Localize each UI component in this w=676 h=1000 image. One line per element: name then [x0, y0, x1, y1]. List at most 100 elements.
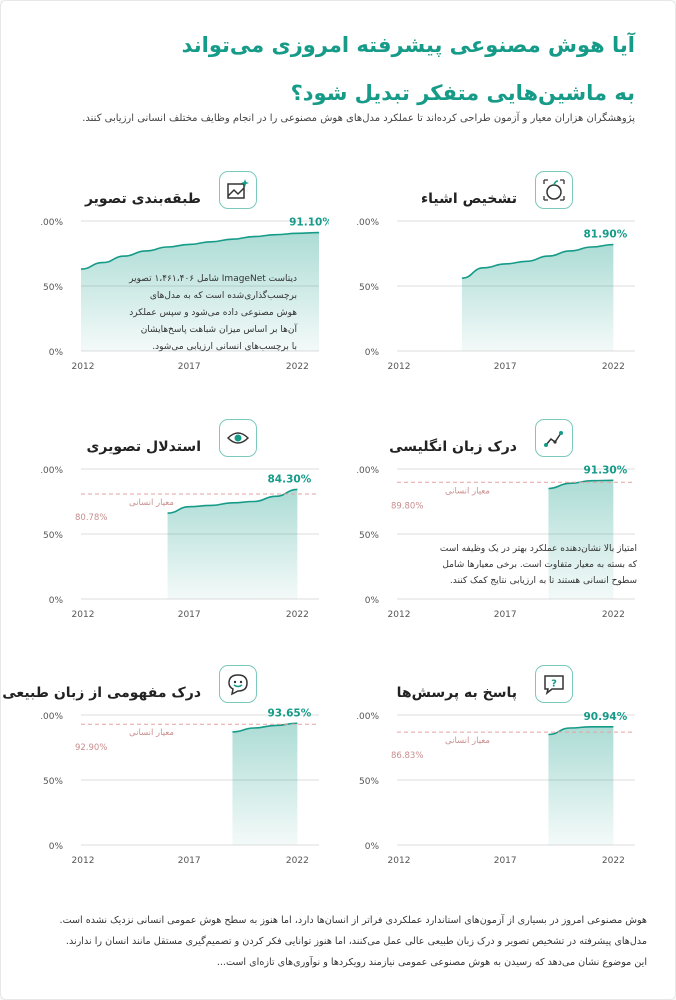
- series-area: [548, 480, 614, 599]
- series-area: [81, 232, 319, 351]
- chart-visual-reasoning: استدلال تصویری 100% 50% 0% 2012 2017 2022 معیا…: [41, 419, 329, 647]
- chart-plot: 100% 50% 0% 2012 2017 2022 معیار انسانی 89.80% 9…: [357, 464, 635, 620]
- note-line: امتیاز بالا نشان‌دهنده عملکرد بهتر در یک…: [439, 544, 637, 554]
- series-area: [548, 726, 614, 845]
- chart-title: طبقه‌بندی تصویر: [84, 191, 201, 207]
- title-line-1: آیا هوش مصنوعی پیشرفته امروزی می‌تواند: [181, 33, 635, 57]
- intro-text: پژوهشگران هزاران معیار و آزمون طراحی کرد…: [82, 113, 635, 124]
- x-tick-label: 2012: [72, 362, 95, 372]
- y-tick-label: 50%: [43, 777, 63, 787]
- y-tick-label: 50%: [43, 283, 63, 293]
- eye-icon: [219, 419, 257, 457]
- human-benchmark-label: معیار انسانی: [445, 486, 490, 496]
- y-tick-label: 100%: [41, 218, 63, 228]
- x-tick-label: 2017: [494, 610, 517, 620]
- apple-icon: [535, 171, 573, 209]
- x-tick-label: 2022: [286, 856, 309, 866]
- chart-plot: 100% 50% 0% 2012 2017 2022 81.90%: [357, 218, 635, 372]
- human-benchmark-value: 80.78%: [75, 513, 107, 523]
- series-area: [232, 723, 298, 845]
- human-benchmark-value: 89.80%: [391, 501, 423, 511]
- final-value-label: 84.30%: [267, 473, 311, 485]
- y-tick-label: 50%: [43, 531, 63, 541]
- note-line: هوش مصنوعی داده می‌شود و سپس عملکرد: [129, 308, 297, 318]
- x-tick-label: 2012: [72, 856, 95, 866]
- chart-english-understanding: درک زبان انگلیسی 100% 50% 0% 2012 2017 2022 مع…: [357, 419, 645, 647]
- y-tick-label: 100%: [357, 712, 379, 722]
- x-tick-label: 2017: [494, 856, 517, 866]
- human-benchmark-label: معیار انسانی: [129, 498, 174, 508]
- final-value-label: 90.94%: [583, 711, 627, 723]
- footer-text: هوش مصنوعی امروز در بسیاری از آزمون‌های …: [27, 910, 647, 973]
- x-tick-label: 2012: [72, 610, 95, 620]
- chart-title: درک مفهومی از زبان طبیعی: [2, 685, 201, 701]
- chart-title: پاسخ به پرسش‌ها: [396, 685, 517, 701]
- imagenet-note: دیتاست ImageNet شامل ۱،۴۶۱،۴۰۶ تصویر برچ…: [111, 271, 297, 356]
- title-line-2: به ماشین‌هایی متفکر تبدیل شود؟: [290, 81, 635, 105]
- x-tick-label: 2017: [178, 856, 201, 866]
- chart-nlu: درک مفهومی از زبان طبیعی 100% 50% 0% 2012 20…: [2, 665, 329, 893]
- note-line: که بسته به معیار متفاوت است. برخی معیاره…: [442, 560, 637, 570]
- question-bubble-icon: ?: [535, 665, 573, 703]
- page-title: آیا هوش مصنوعی پیشرفته امروزی می‌تواند ب…: [75, 21, 635, 117]
- chart-plot: 100% 50% 0% 2012 2017 2022 معیار انسانی 80.78% 8…: [41, 466, 319, 620]
- series-line: [167, 488, 298, 514]
- human-benchmark-value: 86.83%: [391, 751, 423, 761]
- x-tick-label: 2012: [388, 362, 411, 372]
- chat-smile-icon: [219, 665, 257, 703]
- y-tick-label: 100%: [357, 466, 379, 476]
- x-tick-label: 2012: [388, 856, 411, 866]
- chart-plot: 100% 50% 0% 2012 2017 2022 معیار انسانی 86.83% 9…: [357, 711, 635, 866]
- series-area: [461, 244, 614, 351]
- note-line: با برچسب‌های انسانی ارزیابی می‌شود.: [152, 342, 297, 352]
- human-benchmark-value: 92.90%: [75, 743, 107, 753]
- score-note: امتیاز بالا نشان‌دهنده عملکرد بهتر در یک…: [373, 541, 637, 589]
- y-tick-label: 50%: [359, 283, 379, 293]
- chart-title: استدلال تصویری: [86, 439, 201, 455]
- y-tick-label: 0%: [365, 596, 380, 606]
- x-tick-label: 2022: [602, 362, 625, 372]
- note-line: سطوح انسانی هستند تا به ارزیابی نتایج کم…: [449, 576, 637, 586]
- x-tick-label: 2022: [602, 610, 625, 620]
- y-tick-label: 50%: [359, 531, 379, 541]
- note-line: دیتاست ImageNet شامل ۱،۴۶۱،۴۰۶ تصویر: [129, 274, 297, 284]
- x-tick-label: 2022: [602, 856, 625, 866]
- chart-plot: 100% 50% 0% 2012 2017 2022 91.10%: [41, 217, 329, 372]
- note-line: برچسب‌گذاری‌شده است که به مدل‌های: [149, 291, 297, 301]
- y-tick-label: 0%: [365, 842, 380, 852]
- series-line: [548, 725, 614, 736]
- y-tick-label: 100%: [41, 466, 63, 476]
- footer-line: مدل‌های پیشرفته در تشخیص تصویر و درک زبا…: [65, 936, 647, 947]
- note-line: آن‌ها بر اساس میزان شباهت پاسخ‌هایشان: [140, 325, 297, 335]
- human-benchmark-label: معیار انسانی: [129, 728, 174, 738]
- final-value-label: 91.10%: [289, 217, 329, 229]
- chart-plot: 100% 50% 0% 2012 2017 2022 معیار انسانی 92.90% 9…: [41, 707, 319, 866]
- brain-circuit-icon: [535, 419, 573, 457]
- footer-line: هوش مصنوعی امروز در بسیاری از آزمون‌های …: [59, 915, 647, 926]
- y-tick-label: 0%: [365, 348, 380, 358]
- y-tick-label: 50%: [359, 777, 379, 787]
- chart-title: تشخیص اشیاء: [421, 191, 517, 207]
- y-tick-label: 0%: [49, 596, 64, 606]
- series-line: [80, 231, 320, 270]
- x-tick-label: 2017: [494, 362, 517, 372]
- x-tick-label: 2017: [178, 362, 201, 372]
- series-area: [167, 489, 298, 599]
- chart-title: درک زبان انگلیسی: [389, 439, 517, 455]
- y-tick-label: 100%: [41, 712, 63, 722]
- final-value-label: 93.65%: [267, 707, 311, 719]
- final-value-label: 81.90%: [583, 229, 627, 241]
- footer-line: این موضوع نشان می‌دهد که رسیدن به هوش مص…: [216, 957, 647, 968]
- image-sparkle-icon: [219, 171, 257, 209]
- y-tick-label: 0%: [49, 348, 64, 358]
- x-tick-label: 2022: [286, 362, 309, 372]
- x-tick-label: 2012: [388, 610, 411, 620]
- human-benchmark-label: معیار انسانی: [445, 736, 490, 746]
- chart-object-detection: تشخیص اشیاء 100% 50% 0% 2012 2017 2022 81.90%: [357, 171, 645, 399]
- series-line: [461, 243, 614, 279]
- svg-text:?: ?: [551, 679, 557, 690]
- x-tick-label: 2022: [286, 610, 309, 620]
- final-value-label: 91.30%: [583, 464, 627, 476]
- x-tick-label: 2017: [178, 610, 201, 620]
